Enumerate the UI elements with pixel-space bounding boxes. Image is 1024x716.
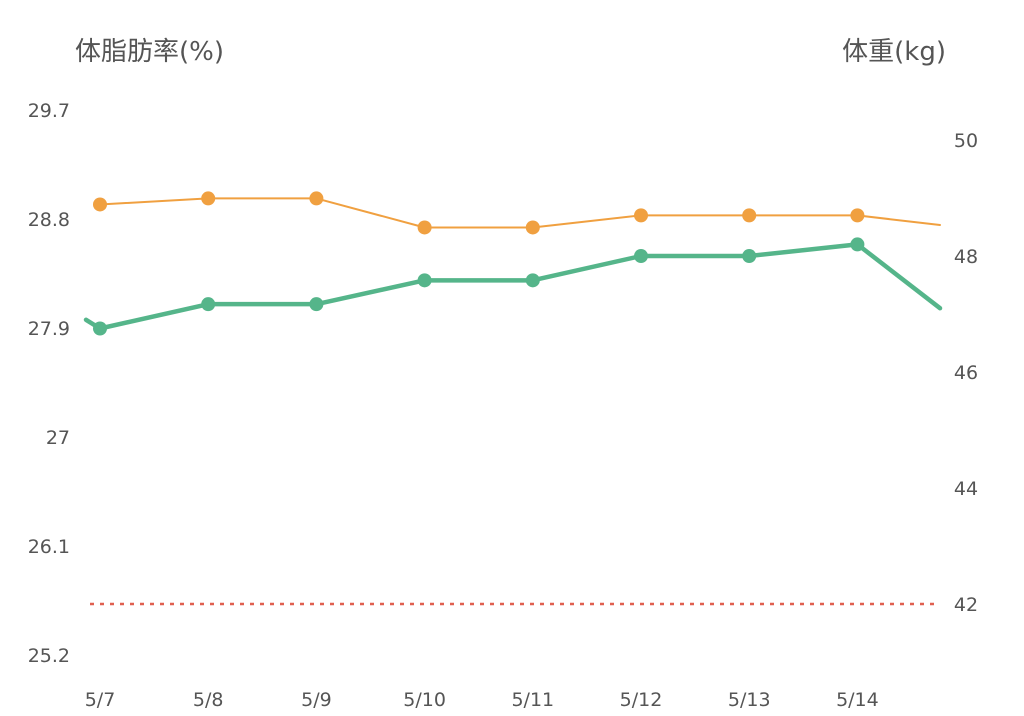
right-tick-label: 48 [954, 246, 978, 268]
right-tick-label: 46 [954, 362, 978, 384]
right-axis-ticks: 50 48 46 44 42 [954, 130, 978, 616]
left-axis-title: 体脂肪率(%) [75, 37, 224, 67]
weight-point [201, 297, 216, 312]
body-fat-point [201, 191, 216, 206]
body-fat-point [417, 220, 432, 235]
right-tick-label: 42 [954, 594, 978, 616]
left-tick-label: 27.9 [28, 318, 70, 340]
body-fat-point [93, 197, 107, 212]
right-tick-label: 44 [954, 478, 978, 500]
right-axis-title: 体重(kg) [842, 37, 946, 67]
left-tick-label: 25.2 [28, 645, 70, 667]
body-fat-point [634, 208, 648, 223]
left-tick-label: 26.1 [28, 536, 70, 558]
series-layer [83, 191, 943, 336]
body-fat-point [850, 208, 865, 223]
series-line-body-fat [99, 197, 941, 229]
right-tick-label: 50 [954, 130, 978, 152]
left-axis-ticks: 29.7 28.8 27.9 27 26.1 25.2 [28, 100, 70, 667]
body-fat-point [309, 191, 324, 206]
x-tick-label: 5/8 [193, 689, 224, 711]
series-line-weight [83, 242, 943, 331]
body-fat-point [525, 220, 540, 235]
x-tick-label: 5/9 [301, 689, 332, 711]
x-tick-label: 5/11 [511, 689, 554, 711]
weight-point [309, 297, 324, 312]
weight-point [93, 321, 107, 336]
x-tick-label: 5/12 [620, 689, 663, 711]
x-tick-label: 5/14 [836, 689, 879, 711]
left-tick-label: 27 [46, 427, 70, 449]
weight-point [417, 273, 432, 288]
weight-point [742, 249, 757, 263]
weight-point [850, 237, 865, 252]
weight-point [634, 249, 648, 263]
x-axis-ticks: 5/7 5/8 5/9 5/10 5/11 5/12 5/13 5/14 [85, 689, 879, 711]
left-tick-label: 29.7 [28, 100, 70, 122]
weight-point [525, 273, 540, 288]
x-tick-label: 5/13 [728, 689, 771, 711]
x-tick-label: 5/10 [403, 689, 446, 711]
x-tick-label: 5/7 [85, 689, 116, 711]
left-tick-label: 28.8 [28, 209, 70, 231]
body-fat-point [742, 208, 757, 223]
